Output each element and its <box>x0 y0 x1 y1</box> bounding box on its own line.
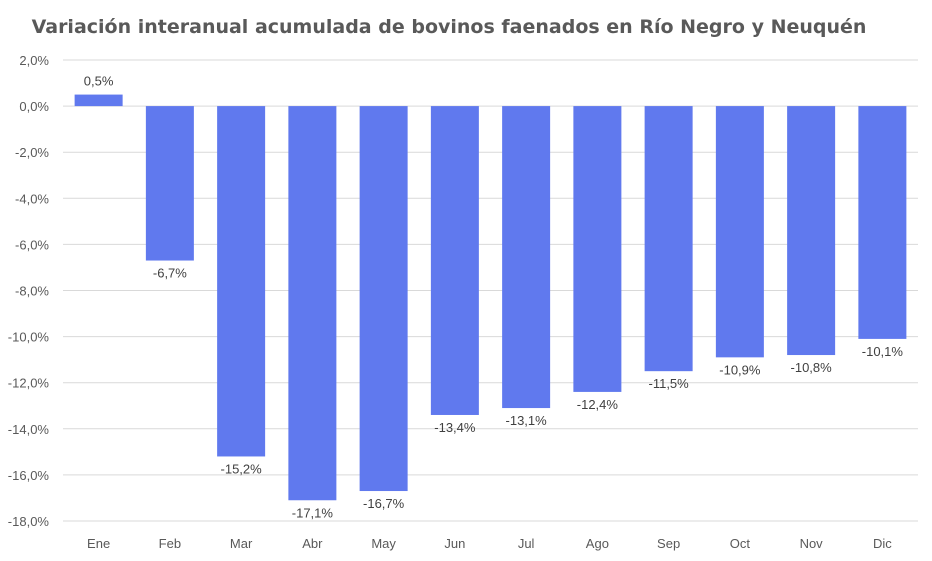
data-label: -6,7% <box>153 266 187 281</box>
bar-ene <box>74 94 123 107</box>
bar-mar <box>217 106 266 457</box>
bar-oct <box>715 106 764 358</box>
y-tick-label: -16,0% <box>8 468 50 483</box>
data-label: -12,4% <box>577 397 619 412</box>
x-tick-label: Ene <box>87 536 110 551</box>
x-tick-label: Mar <box>230 536 253 551</box>
x-tick-label: Dic <box>873 536 892 551</box>
y-tick-label: 2,0% <box>19 53 49 68</box>
x-tick-label: Jun <box>444 536 465 551</box>
x-tick-label: May <box>371 536 396 551</box>
data-label: -13,4% <box>434 420 476 435</box>
data-label: -13,1% <box>506 413 548 428</box>
data-label: -10,1% <box>862 344 904 359</box>
bar-abr <box>288 106 337 501</box>
x-tick-label: Ago <box>586 536 609 551</box>
y-tick-label: -14,0% <box>8 422 50 437</box>
data-label: -10,9% <box>719 362 761 377</box>
y-tick-label: -6,0% <box>15 237 49 252</box>
data-label: 0,5% <box>84 74 114 89</box>
x-tick-label: Jul <box>518 536 535 551</box>
data-label: -16,7% <box>363 496 405 511</box>
bar-jun <box>430 106 479 415</box>
bar-nov <box>787 106 836 356</box>
x-tick-label: Oct <box>730 536 751 551</box>
bar-ago <box>573 106 622 392</box>
bar-sep <box>644 106 693 372</box>
bar-dic <box>858 106 907 339</box>
bar-jul <box>502 106 551 409</box>
data-label: -11,5% <box>649 376 690 391</box>
x-tick-label: Sep <box>657 536 680 551</box>
data-label: -17,1% <box>292 505 334 520</box>
x-tick-label: Feb <box>159 536 181 551</box>
y-tick-label: -12,0% <box>8 376 50 391</box>
data-label: -10,8% <box>791 360 833 375</box>
y-tick-label: -18,0% <box>8 514 50 529</box>
y-tick-label: 0,0% <box>19 99 49 114</box>
x-tick-label: Nov <box>800 536 824 551</box>
bar-may <box>359 106 408 492</box>
y-tick-label: -2,0% <box>15 145 49 160</box>
x-tick-label: Abr <box>302 536 323 551</box>
y-tick-label: -8,0% <box>15 284 49 299</box>
bar-feb <box>145 106 194 261</box>
chart-title: Variación interanual acumulada de bovino… <box>32 16 867 38</box>
data-label: -15,2% <box>221 461 263 476</box>
y-tick-label: -10,0% <box>8 330 50 345</box>
y-tick-label: -4,0% <box>15 191 49 206</box>
